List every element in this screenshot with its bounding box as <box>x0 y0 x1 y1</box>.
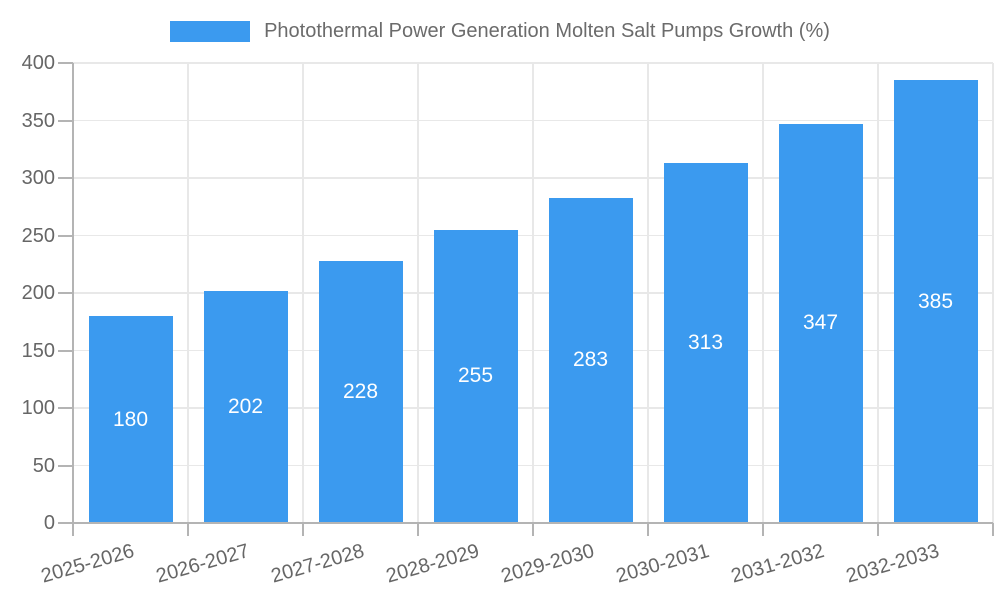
y-axis-tick-mark <box>58 62 73 64</box>
x-axis-tick-mark <box>762 523 764 536</box>
legend: Photothermal Power Generation Molten Sal… <box>0 20 1000 42</box>
x-axis-tick-mark <box>877 523 879 536</box>
y-axis-label: 200 <box>21 282 55 304</box>
x-axis-label: 2030-2031 <box>613 540 712 588</box>
x-axis-tick-mark <box>647 523 649 536</box>
x-axis-tick-mark <box>187 523 189 536</box>
y-axis-label: 150 <box>21 339 55 362</box>
bar[interactable] <box>203 290 288 523</box>
y-axis-tick-mark <box>58 464 73 467</box>
x-axis-tick-mark <box>532 523 534 536</box>
x-axis-label: 2025-2026 <box>38 540 137 588</box>
bar[interactable] <box>433 229 518 523</box>
x-axis-label: 2029-2030 <box>498 540 597 588</box>
y-axis-tick-mark <box>58 234 73 237</box>
x-axis-label: 2026-2027 <box>153 540 252 588</box>
y-axis-tick-mark <box>58 119 73 122</box>
y-axis-label: 0 <box>43 512 55 534</box>
y-axis-line <box>72 63 74 523</box>
legend-label: Photothermal Power Generation Molten Sal… <box>264 20 830 42</box>
y-axis-tick-mark <box>58 349 73 352</box>
bar[interactable] <box>893 80 978 523</box>
x-axis-label: 2028-2029 <box>383 540 482 588</box>
gridline-vertical <box>187 63 189 523</box>
x-axis-label: 2032-2033 <box>843 540 942 588</box>
bar[interactable] <box>548 197 633 523</box>
y-axis-label: 50 <box>32 454 55 477</box>
gridline-vertical <box>532 63 534 523</box>
x-axis-label: 2027-2028 <box>268 540 367 588</box>
gridline-vertical <box>302 63 304 523</box>
x-axis-tick-mark <box>302 523 304 536</box>
bar[interactable] <box>88 316 173 523</box>
x-axis-tick-mark <box>417 523 419 536</box>
legend-item[interactable]: Photothermal Power Generation Molten Sal… <box>170 20 830 42</box>
bar[interactable] <box>663 163 748 523</box>
y-axis-tick-mark <box>58 292 73 294</box>
gridline-vertical <box>647 63 649 523</box>
gridline-vertical <box>992 63 994 523</box>
gridline-vertical <box>877 63 879 523</box>
gridline-vertical <box>762 63 764 523</box>
y-axis-label: 400 <box>21 52 55 74</box>
legend-swatch <box>170 20 251 42</box>
y-axis-tick-mark <box>58 407 73 409</box>
x-axis-line <box>73 522 993 524</box>
y-axis-tick-mark <box>58 177 73 179</box>
y-axis-label: 300 <box>21 167 55 189</box>
y-axis-tick-mark <box>58 522 73 524</box>
bar[interactable] <box>778 123 863 523</box>
y-axis-label: 350 <box>21 109 55 132</box>
x-axis-tick-mark <box>72 523 74 536</box>
y-axis-label: 250 <box>21 224 55 247</box>
x-axis-tick-mark <box>992 523 994 536</box>
y-axis-label: 100 <box>21 397 55 419</box>
bar[interactable] <box>318 260 403 523</box>
gridline-vertical <box>417 63 419 523</box>
x-axis-label: 2031-2032 <box>728 540 827 588</box>
